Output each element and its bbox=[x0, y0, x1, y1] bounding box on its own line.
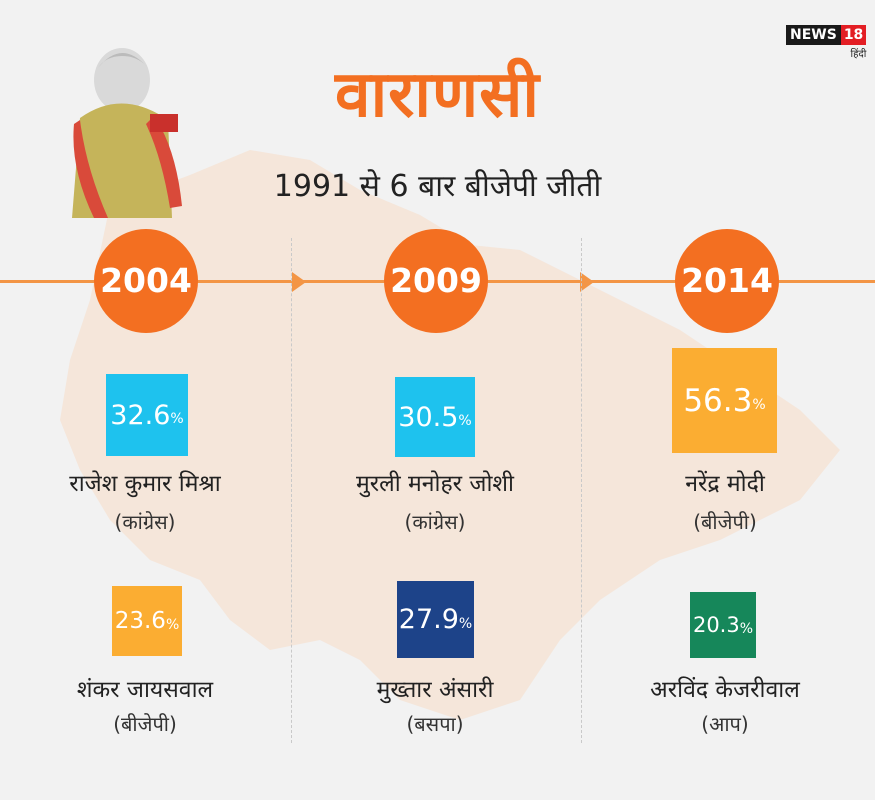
timeline-arrow-1 bbox=[292, 272, 306, 292]
candidate-party: (कांग्रेस) bbox=[114, 510, 176, 534]
page-title: वाराणसी bbox=[334, 58, 541, 132]
news18-logo: NEWS 18 हिंदी bbox=[786, 24, 867, 60]
candidate-name: शंकर जायसवाल bbox=[76, 677, 214, 703]
vote-share-box: 20.3% bbox=[690, 592, 756, 658]
percent-sign: % bbox=[165, 617, 180, 633]
percent-sign: % bbox=[752, 396, 766, 413]
candidate-party: (कांग्रेस) bbox=[404, 510, 466, 534]
column-divider-1 bbox=[291, 238, 292, 743]
candidate-name: राजेश कुमार मिश्रा bbox=[69, 471, 221, 497]
vote-share-box: 23.6% bbox=[112, 586, 182, 656]
timeline-arrow-2 bbox=[580, 272, 594, 292]
vote-share-value: 20.3 bbox=[692, 613, 740, 637]
vote-share-box: 30.5% bbox=[395, 377, 475, 457]
vote-share-box: 56.3% bbox=[672, 348, 777, 453]
percent-sign: % bbox=[170, 411, 184, 427]
candidate-name: नरेंद्र मोदी bbox=[685, 471, 765, 497]
candidate-party: (आप) bbox=[701, 712, 749, 736]
percent-sign: % bbox=[458, 413, 472, 429]
vote-share-box: 27.9% bbox=[397, 581, 474, 658]
percent-sign: % bbox=[458, 615, 473, 632]
man-illustration bbox=[72, 48, 182, 218]
percent-sign: % bbox=[739, 621, 754, 637]
vote-share-value: 27.9 bbox=[398, 604, 459, 635]
candidate-name: मुख्तार अंसारी bbox=[376, 677, 494, 703]
candidate-party: (बसपा) bbox=[406, 712, 464, 736]
year-badge-2004: 2004 bbox=[94, 229, 198, 333]
logo-hindi-text: हिंदी bbox=[850, 49, 867, 60]
candidate-name: मुरली मनोहर जोशी bbox=[355, 471, 515, 497]
logo-18-text: 18 bbox=[840, 25, 867, 45]
page-subtitle: 1991 से 6 बार बीजेपी जीती bbox=[273, 169, 602, 204]
vote-share-value: 30.5 bbox=[398, 401, 459, 433]
year-badge-2009: 2009 bbox=[384, 229, 488, 333]
candidate-name: अरविंद केजरीवाल bbox=[650, 677, 800, 703]
logo-news-text: NEWS bbox=[786, 25, 841, 45]
candidate-party: (बीजेपी) bbox=[113, 712, 177, 736]
vote-share-box: 32.6% bbox=[106, 374, 188, 456]
candidate-party: (बीजेपी) bbox=[693, 510, 757, 534]
vote-share-value: 56.3 bbox=[683, 382, 753, 419]
vote-share-value: 23.6 bbox=[114, 608, 166, 634]
vote-share-value: 32.6 bbox=[110, 399, 171, 431]
year-badge-2014: 2014 bbox=[675, 229, 779, 333]
column-divider-2 bbox=[581, 238, 582, 743]
